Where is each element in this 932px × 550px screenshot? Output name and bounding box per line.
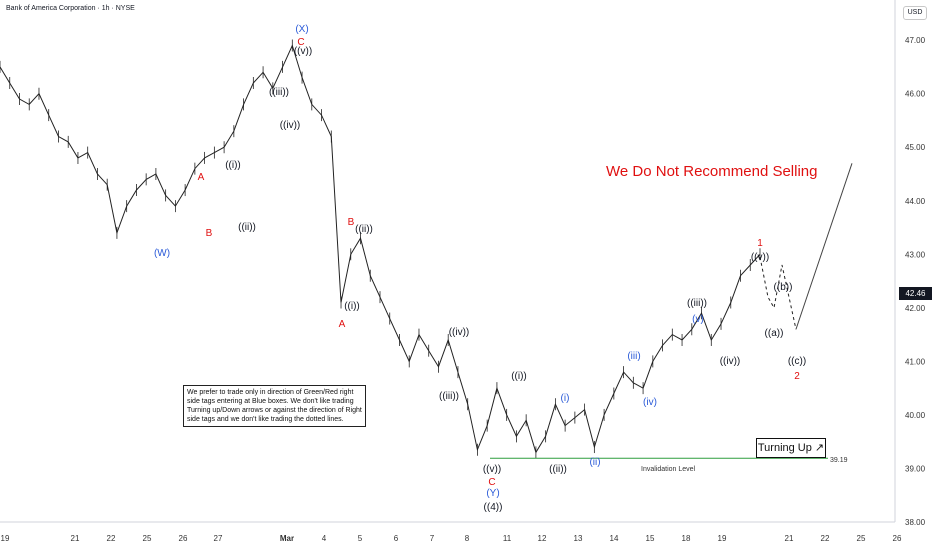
x-tick-label: 11 — [503, 534, 512, 543]
wave-label: ((ii)) — [355, 224, 373, 235]
x-tick-label: 8 — [465, 534, 470, 543]
wave-label: (v) — [692, 314, 704, 325]
wave-label: (iii) — [627, 351, 640, 362]
wave-label: (ii) — [589, 457, 600, 468]
wave-label: (W) — [154, 248, 170, 259]
x-tick-label: 21 — [785, 534, 794, 543]
wave-label: ((v)) — [483, 464, 501, 475]
wave-label: ((i)) — [225, 160, 241, 171]
x-tick-label: 5 — [358, 534, 363, 543]
wave-label: ((v)) — [294, 46, 312, 57]
x-tick-label: 18 — [682, 534, 691, 543]
x-tick-label: 6 — [394, 534, 399, 543]
y-tick-label: 38.00 — [905, 518, 926, 527]
wave-label: (Y) — [486, 488, 499, 499]
y-tick-label: 47.00 — [905, 36, 926, 45]
wave-label: A — [339, 319, 346, 330]
wave-label: 2 — [794, 371, 800, 382]
wave-label: B — [206, 228, 213, 239]
x-tick-label: 22 — [107, 534, 116, 543]
y-tick-label: 41.00 — [905, 357, 926, 366]
wave-label: 1 — [757, 238, 763, 249]
wave-label: C — [297, 37, 304, 48]
y-tick-label: 46.00 — [905, 90, 926, 99]
x-tick-label: 22 — [821, 534, 830, 543]
x-tick-label: 25 — [143, 534, 152, 543]
y-tick-label: 43.00 — [905, 250, 926, 259]
x-tick-label: 15 — [646, 534, 655, 543]
x-tick-label: 7 — [430, 534, 435, 543]
wave-label: ((4)) — [484, 502, 503, 513]
x-tick-label: 21 — [71, 534, 80, 543]
x-tick-label: 27 — [214, 534, 223, 543]
y-tick-label: 39.00 — [905, 464, 926, 473]
wave-label: B — [348, 217, 355, 228]
wave-label: (iv) — [643, 397, 657, 408]
wave-label: ((c)) — [788, 356, 806, 367]
wave-label: A — [198, 172, 205, 183]
price-line — [0, 44, 761, 454]
x-tick-label: 19 — [718, 534, 727, 543]
y-tick-label: 45.00 — [905, 143, 926, 152]
x-tick-label: 4 — [322, 534, 327, 543]
warning-text: We Do Not Recommend Selling — [606, 163, 818, 180]
x-tick-label: 12 — [538, 534, 547, 543]
wave-label: (X) — [295, 24, 308, 35]
x-tick-label: 19 — [1, 534, 10, 543]
x-tick-label: 14 — [610, 534, 619, 543]
y-tick-label: 44.00 — [905, 197, 926, 206]
x-tick-label: 26 — [179, 534, 188, 543]
x-tick-label: 13 — [574, 534, 583, 543]
x-tick-label: 26 — [893, 534, 902, 543]
wave-label: ((i)) — [511, 371, 527, 382]
wave-label: ((iv)) — [280, 120, 301, 131]
x-tick-label: Mar — [280, 534, 294, 543]
wave-label: C — [488, 477, 495, 488]
trading-note: We prefer to trade only in direction of … — [183, 385, 366, 427]
wave-label: ((b)) — [774, 282, 793, 293]
y-tick-label: 42.00 — [905, 304, 926, 313]
chart-title: Bank of America Corporation · 1h · NYSE — [6, 5, 135, 12]
wave-label: ((iv)) — [720, 356, 741, 367]
y-tick-label: 40.00 — [905, 411, 926, 420]
wave-label: ((i)) — [344, 301, 360, 312]
turning-up-box: Turning Up ↗ — [756, 438, 826, 458]
last-price-tag: 42.46 — [899, 287, 932, 300]
projection-dashed — [759, 256, 797, 330]
projection-solid — [795, 163, 853, 330]
wave-label: ((iv)) — [449, 327, 470, 338]
wave-label: ((iii)) — [269, 87, 289, 98]
wave-label: ((iii)) — [687, 298, 707, 309]
wave-label: ((iii)) — [439, 391, 459, 402]
invalidation-value: 39.19 — [830, 457, 848, 464]
currency-button[interactable]: USD — [903, 6, 927, 20]
x-tick-label: 25 — [857, 534, 866, 543]
wave-label: ((ii)) — [549, 464, 567, 475]
wave-label: ((ii)) — [238, 222, 256, 233]
wave-label: (i) — [561, 393, 570, 404]
invalidation-label: Invalidation Level — [641, 466, 696, 473]
wave-label: ((v)) — [751, 252, 769, 263]
wave-label: ((a)) — [765, 328, 784, 339]
